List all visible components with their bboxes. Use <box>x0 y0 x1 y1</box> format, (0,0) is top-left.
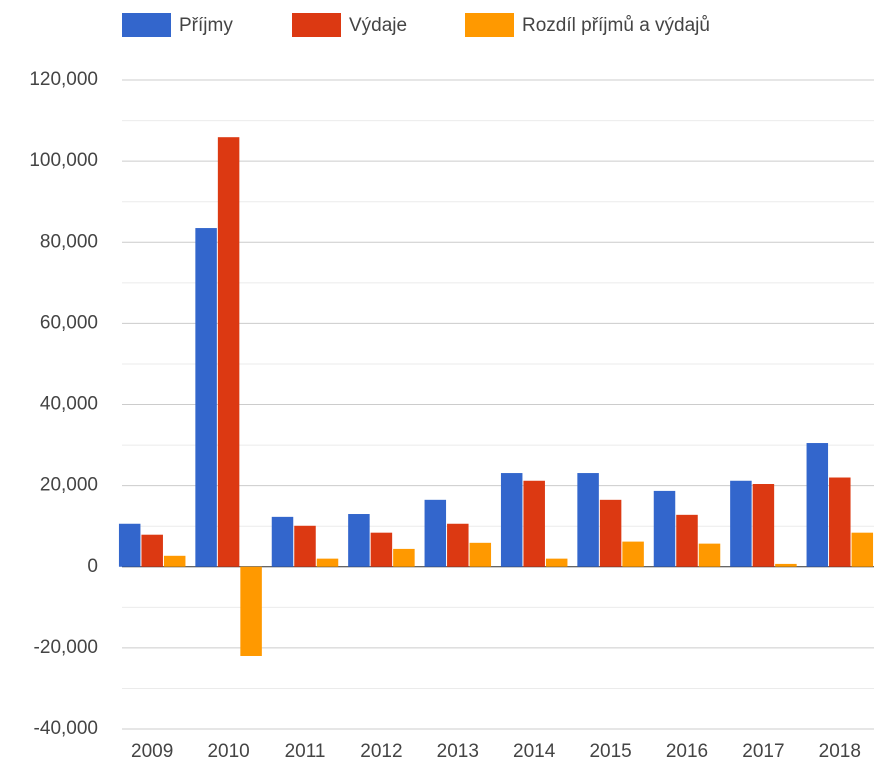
x-tick-label: 2014 <box>513 741 556 762</box>
x-tick-label: 2010 <box>207 741 249 762</box>
bar <box>752 484 775 567</box>
bar <box>851 532 874 567</box>
y-tick-label: -20,000 <box>34 637 98 658</box>
bar <box>163 555 186 567</box>
bar <box>195 228 217 567</box>
y-tick-label: 20,000 <box>40 475 98 496</box>
bar <box>469 542 492 567</box>
bar <box>316 558 339 567</box>
x-tick-label: 2013 <box>437 741 479 762</box>
x-tick-label: 2016 <box>666 741 708 762</box>
bar <box>806 443 829 567</box>
bar <box>622 541 644 567</box>
bar <box>118 523 141 567</box>
x-tick-label: 2009 <box>131 741 173 762</box>
legend-swatch <box>465 13 514 37</box>
x-tick-label: 2011 <box>285 741 326 762</box>
y-tick-label: 40,000 <box>40 394 98 415</box>
bar <box>577 473 599 567</box>
legend-label: Rozdíl příjmů a výdajů <box>522 15 710 36</box>
bar <box>545 558 568 567</box>
x-tick-label: 2017 <box>742 741 784 762</box>
x-tick-label: 2015 <box>589 741 631 762</box>
bar <box>698 543 721 567</box>
bar <box>424 499 447 567</box>
legend-label: Výdaje <box>349 15 407 36</box>
x-tick-label: 2012 <box>360 741 402 762</box>
bar <box>653 490 676 567</box>
x-tick-label: 2018 <box>819 741 861 762</box>
bar <box>730 480 752 567</box>
y-tick-label: 120,000 <box>29 69 98 90</box>
bar <box>141 534 163 567</box>
bar <box>775 563 797 567</box>
bar <box>500 473 523 567</box>
bar <box>217 137 240 567</box>
bar <box>676 514 698 567</box>
bar <box>348 514 370 567</box>
y-tick-label: 100,000 <box>29 150 98 171</box>
legend-label: Příjmy <box>179 15 233 36</box>
bar <box>240 566 262 656</box>
y-tick-label: 0 <box>87 556 98 577</box>
bar <box>829 477 851 567</box>
bar <box>370 532 393 567</box>
bar <box>271 516 294 567</box>
bar <box>294 525 316 567</box>
y-tick-label: 60,000 <box>40 312 98 333</box>
bar <box>393 548 415 567</box>
bar <box>447 523 469 567</box>
legend-swatch <box>292 13 341 37</box>
bar <box>523 480 545 567</box>
y-tick-label: -40,000 <box>34 718 98 739</box>
bar <box>599 499 622 567</box>
y-tick-label: 80,000 <box>40 231 98 252</box>
legend-swatch <box>122 13 171 37</box>
